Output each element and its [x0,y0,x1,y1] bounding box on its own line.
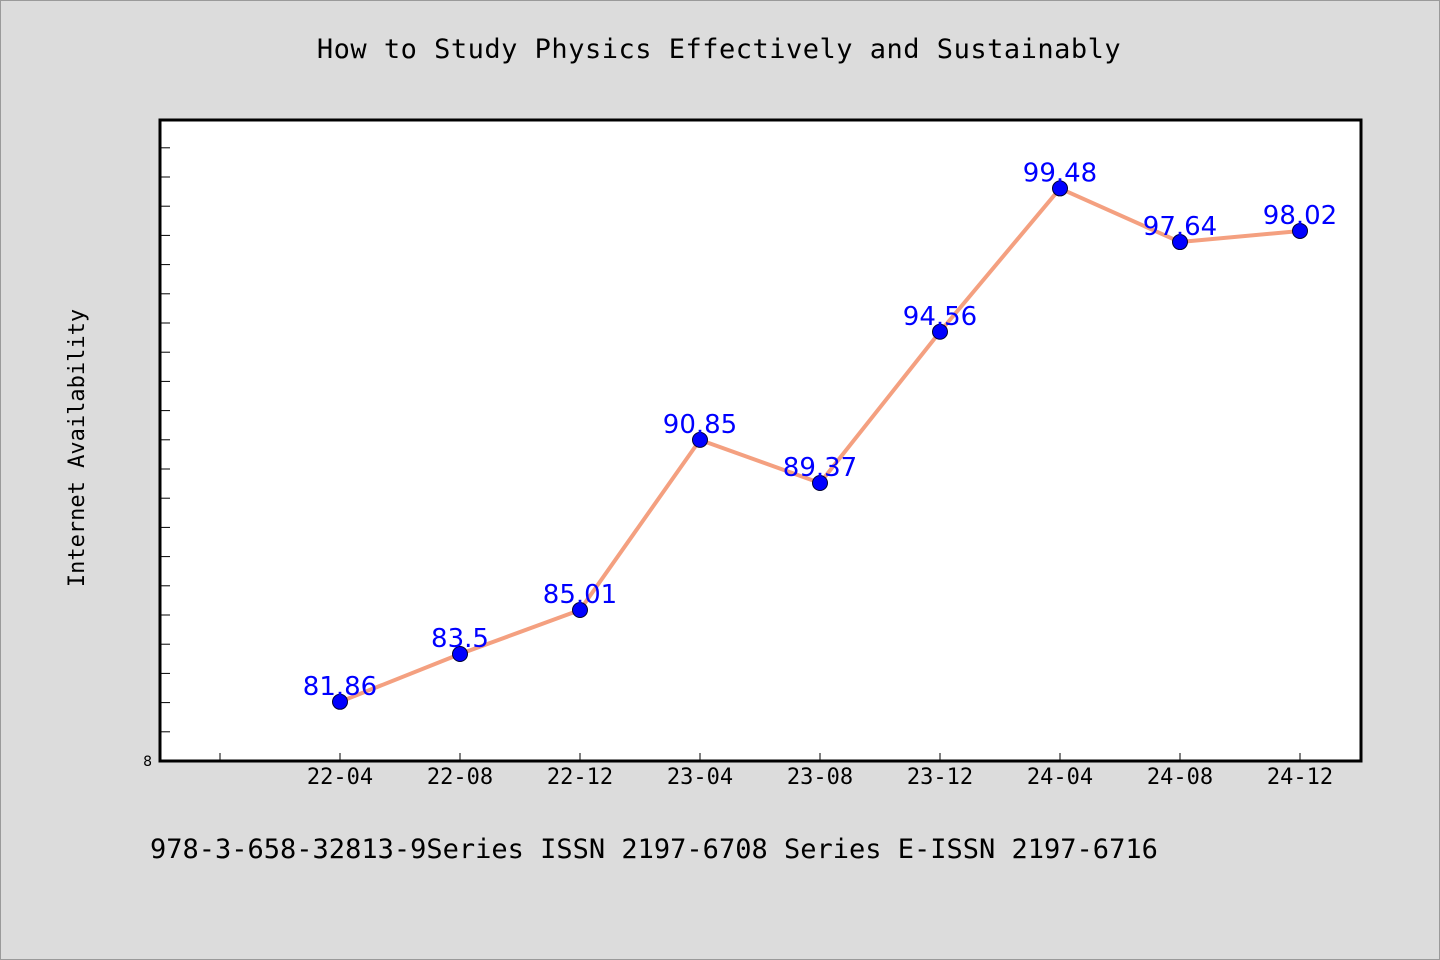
data-point [1052,180,1068,197]
data-label: 81.86 [303,672,377,702]
data-label: 99.48 [1023,158,1097,188]
data-label: 85.01 [543,580,617,610]
data-label: 97.64 [1143,212,1217,242]
data-point [692,431,708,448]
plot-area [158,118,1363,763]
x-tick-label: 23-04 [667,765,733,790]
footer-text: 978-3-658-32813-9Series ISSN 2197-6708 S… [150,834,1158,865]
data-point [1292,222,1308,239]
x-axis-ticks: 22-04 22-08 22-12 23-04 23-08 23-12 24-04 24-08… [219,753,1333,790]
x-tick-label: 24-08 [1147,765,1213,790]
data-point [932,323,948,340]
x-tick-label: 23-12 [907,765,973,790]
x-tick-label: 24-04 [1027,765,1093,790]
data-point [1172,234,1188,251]
data-label: 94.56 [903,302,977,332]
x-tick-label: 22-04 [307,765,373,790]
series-layer: 81.86 83.5 85.01 90.85 89.37 94.56 99.48 97.64 9… [303,158,1337,710]
y-tick-label: 8 [143,754,152,770]
x-tick-label: 23-08 [787,765,853,790]
data-point [572,602,588,619]
y-axis-ticks: 8 [143,147,170,770]
data-point [452,646,468,663]
data-point [812,474,828,491]
data-label: 98.02 [1263,201,1337,231]
x-tick-label: 22-08 [427,765,493,790]
x-tick-label: 22-12 [547,765,613,790]
y-axis-title: Internet Availability [65,309,90,587]
data-label: 89.37 [783,453,857,483]
data-point [332,693,348,710]
x-tick-label: 24-12 [1267,765,1333,790]
data-label: 90.85 [663,410,737,440]
chart-title: How to Study Physics Effectively and Sus… [316,34,1122,65]
data-label: 83.5 [431,624,489,654]
